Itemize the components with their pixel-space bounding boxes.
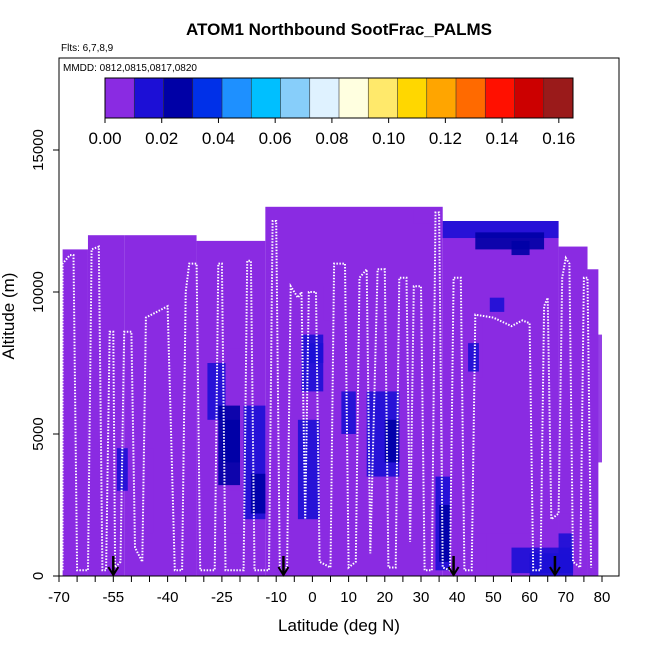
colorbar-frame: [104, 77, 574, 119]
colorbar-swatch: [280, 78, 311, 118]
profile-marker-arrowhead: [447, 566, 460, 577]
x-tick-label: -70: [48, 589, 70, 606]
colorbar-swatch: [485, 78, 515, 118]
heatmap-cell: [297, 419, 320, 520]
colorbar-swatch: [397, 78, 428, 118]
x-tick-label: 80: [594, 589, 611, 606]
heatmap-cell: [489, 297, 505, 312]
y-axis-label: Altitude (m): [0, 273, 18, 360]
heatmap-cell: [182, 292, 201, 304]
heatmap-cell: [384, 419, 400, 463]
x-tick-label: 30: [413, 589, 430, 606]
profile-marker-arrowhead: [549, 566, 561, 577]
colorbar-swatch: [251, 78, 281, 118]
colorbar-swatch: [192, 78, 223, 118]
heatmap-cell: [511, 240, 530, 256]
x-tick-label: 10: [340, 589, 357, 606]
y-axis: 0 5000 10000 15000: [30, 129, 59, 580]
heatmap-cell: [84, 377, 103, 420]
heatmap-cell: [587, 334, 602, 463]
profile-marker-arrowhead: [107, 566, 120, 577]
colorbar-tick-label: 0.14: [486, 129, 519, 148]
colorbar-swatch: [163, 78, 194, 118]
x-tick-label: 70: [557, 589, 574, 606]
x-tick-label: -10: [265, 589, 287, 606]
heatmap-cell: [138, 448, 154, 534]
x-axis: -70 -55 -40 -25 -10 0 10 20 30 40 50 60 70 80: [48, 576, 610, 606]
heatmap-column: [442, 221, 559, 576]
x-axis-label: Latitude (deg N): [278, 616, 400, 635]
heatmap-cell: [373, 490, 396, 534]
x-tick-label: 60: [521, 589, 538, 606]
colorbar-swatch: [543, 78, 574, 118]
colorbar-tick-label: 0.00: [88, 129, 121, 148]
colorbar-tick-label: 0.06: [259, 129, 292, 148]
plot-frame: [58, 57, 620, 577]
colorbar-swatch: [426, 78, 457, 118]
y-tick-label: 15000: [30, 129, 47, 171]
heatmap-column: [62, 249, 88, 576]
y-tick-label: 0: [30, 572, 47, 580]
colorbar-swatch: [134, 78, 164, 118]
x-tick-label: 50: [485, 589, 502, 606]
colorbar-swatch: [222, 78, 252, 118]
y-tick-label: 5000: [30, 417, 47, 450]
x-tick-label: 0: [308, 589, 316, 606]
heatmap-cell: [341, 391, 356, 434]
x-tick-label: 40: [449, 589, 466, 606]
heatmap-cell: [439, 505, 450, 562]
y-tick-label: 10000: [30, 271, 47, 313]
heatmap-cell: [203, 490, 240, 534]
colorbar-tick-label: 0.04: [202, 129, 235, 148]
heatmap-cell: [475, 232, 545, 250]
x-tick-label: -40: [157, 589, 179, 606]
colorbar-tick-label: 0.12: [429, 129, 462, 148]
colorbar-swatch: [368, 78, 398, 118]
colorbar-swatch: [514, 78, 545, 118]
heatmap-cell: [323, 286, 345, 321]
chart-title: ATOM1 Northbound SootFrac_PALMS: [186, 20, 492, 39]
heatmap-cell: [457, 280, 512, 298]
heatmap-column: [124, 235, 197, 576]
colorbar-swatch: [456, 78, 486, 118]
colorbar-tick-label: 0.02: [145, 129, 178, 148]
flights-note: Flts: 6,7,8,9: [61, 43, 114, 54]
date-note: MMDD: 0812,0815,0817,0820: [63, 63, 197, 74]
heatmap-cell: [569, 419, 584, 449]
heatmap-cell: [468, 343, 479, 372]
heatmap-cell: [558, 533, 574, 571]
heatmap-cell: [221, 419, 240, 463]
profile-marker-arrowhead: [277, 566, 290, 577]
colorbar: 0.00 0.02 0.04 0.06 0.08 0.10 0.12 0.14 0.16: [88, 77, 575, 148]
colorbar-tick-label: 0.10: [372, 129, 405, 148]
heatmap-cell: [225, 286, 251, 349]
colorbar-tick-label: 0.16: [542, 129, 575, 148]
colorbar-swatch: [339, 78, 369, 118]
heatmap-cell: [413, 209, 436, 224]
colorbar-swatch: [105, 78, 135, 118]
profile-marker-layer: [107, 556, 561, 577]
colorbar-tick-label: 0.08: [315, 129, 348, 148]
heatmap-layer: [62, 206, 602, 577]
heatmap-cell: [413, 462, 429, 520]
colorbar-swatch: [309, 78, 340, 118]
x-tick-label: -55: [102, 589, 124, 606]
x-tick-label: 20: [376, 589, 393, 606]
x-tick-label: -25: [211, 589, 233, 606]
